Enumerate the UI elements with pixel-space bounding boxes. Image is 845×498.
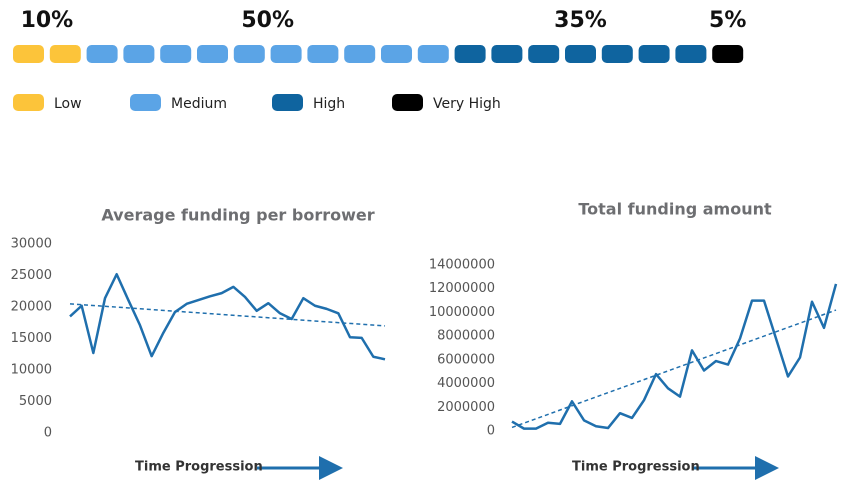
pill	[49, 45, 81, 63]
y-tick-label: 6000000	[437, 352, 495, 367]
y-tick-label: 15000	[11, 331, 52, 346]
x-axis-label: Time Progression	[135, 460, 263, 475]
pill	[712, 45, 744, 63]
chart-title: Average funding per borrower	[101, 206, 374, 225]
pill	[123, 45, 155, 63]
segment-group	[712, 45, 744, 63]
segment-group	[13, 45, 81, 63]
percent-label: 50%	[241, 8, 294, 33]
pill	[344, 45, 376, 63]
legend-swatch	[392, 94, 423, 111]
segment-group	[454, 45, 707, 63]
pill	[307, 45, 339, 63]
y-tick-label: 8000000	[437, 329, 495, 344]
pill	[233, 45, 265, 63]
y-tick-label: 2000000	[437, 400, 495, 415]
trend-line	[69, 303, 386, 327]
percent-label: 10%	[21, 8, 74, 33]
pill	[160, 45, 192, 63]
pill	[86, 45, 118, 63]
legend-label: Very High	[433, 96, 501, 112]
pill	[417, 45, 449, 63]
legend-swatch	[130, 94, 161, 111]
legend-label: Low	[54, 96, 82, 112]
pill	[565, 45, 596, 63]
y-tick-label: 0	[487, 424, 495, 439]
trend-line	[511, 309, 837, 429]
y-tick-label: 20000	[11, 300, 52, 315]
pill	[601, 45, 633, 63]
percent-label: 5%	[709, 8, 746, 33]
y-tick-label: 5000	[19, 394, 52, 409]
y-tick-label: 10000000	[429, 305, 495, 320]
legend-label: Medium	[171, 96, 227, 112]
y-tick-label: 10000	[11, 363, 52, 378]
y-tick-label: 25000	[11, 268, 52, 283]
y-tick-label: 12000000	[429, 281, 495, 296]
segment-group	[86, 45, 449, 63]
legend-label: High	[313, 96, 345, 112]
y-tick-label: 4000000	[437, 376, 495, 391]
pill	[491, 45, 523, 63]
pill	[13, 45, 44, 63]
pill	[454, 45, 486, 63]
y-tick-label: 14000000	[429, 258, 495, 273]
y-tick-label: 30000	[11, 237, 52, 252]
pill	[638, 45, 670, 63]
legend-swatch	[13, 94, 44, 111]
pill	[197, 45, 228, 63]
chart-title: Total funding amount	[578, 200, 772, 219]
y-tick-label: 0	[44, 426, 52, 441]
data-line	[69, 272, 386, 361]
percent-label: 35%	[554, 8, 607, 33]
pill	[381, 45, 412, 63]
legend-swatch	[272, 94, 303, 111]
pill	[270, 45, 302, 63]
pill	[675, 45, 707, 63]
data-line	[511, 283, 838, 430]
pill	[528, 45, 560, 63]
x-axis-label: Time Progression	[572, 460, 700, 475]
